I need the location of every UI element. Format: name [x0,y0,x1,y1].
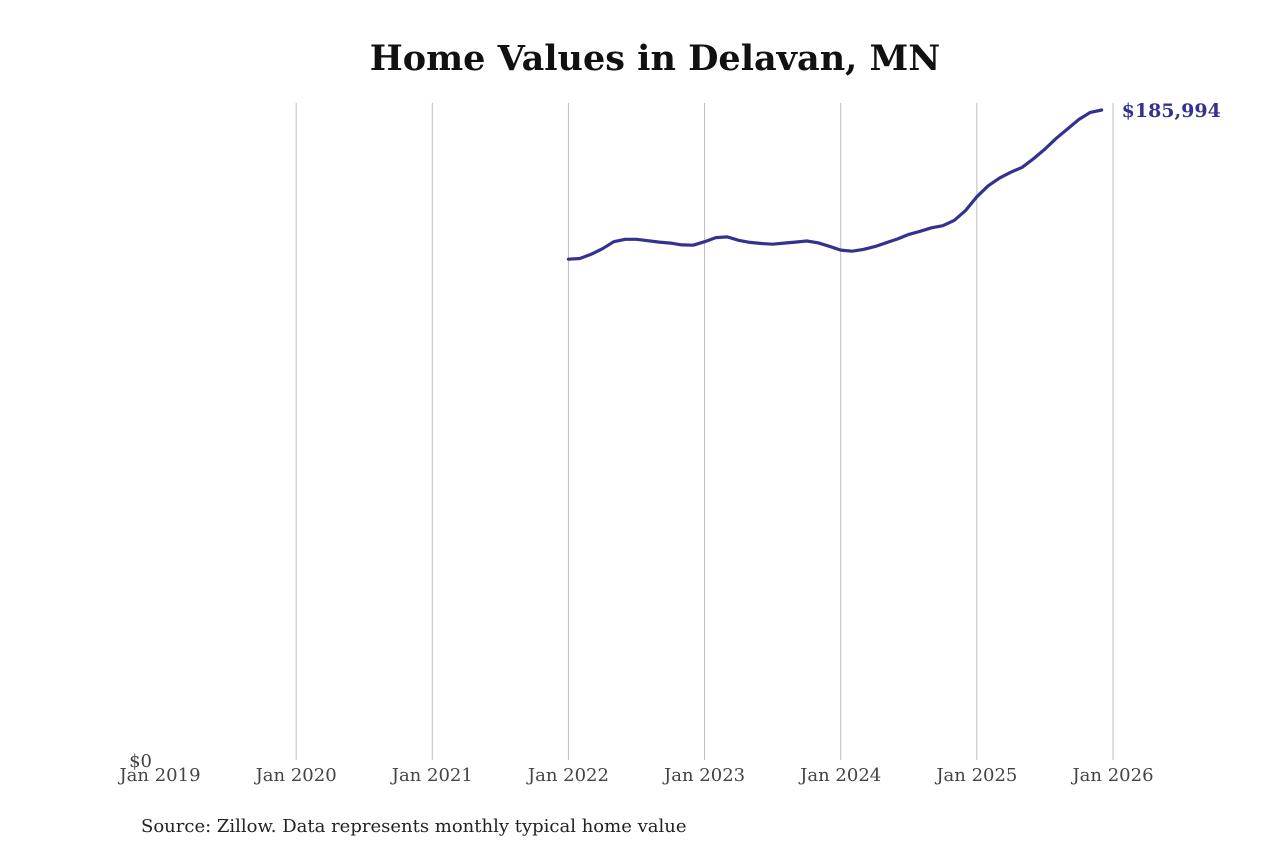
x-tick-label: Jan 2023 [662,765,745,786]
source-note: Source: Zillow. Data represents monthly … [141,816,687,837]
chart-title: Home Values in Delavan, MN [369,38,941,79]
axis-ticks: Jan 2019 Jan 2020 Jan 2021 Jan 2022 Jan 2023… [117,751,1153,786]
series-layer: $185,994 [566,100,1221,261]
series-line [566,108,1104,261]
end-value-label: $185,994 [1122,100,1221,122]
x-tick-label: Jan 2020 [254,765,337,786]
x-tick-label: Jan 2021 [390,765,473,786]
x-tick-label: Jan 2025 [934,765,1017,786]
y-tick-label: $0 [129,751,152,772]
gridlines [295,103,1114,760]
x-tick-label: Jan 2024 [798,765,881,786]
x-tick-label: Jan 2026 [1070,765,1153,786]
x-tick-label: Jan 2022 [526,765,609,786]
x-tick-label: Jan 2019 [117,765,200,786]
line-chart: Jan 2019 Jan 2020 Jan 2021 Jan 2022 Jan 2023… [117,100,1221,786]
